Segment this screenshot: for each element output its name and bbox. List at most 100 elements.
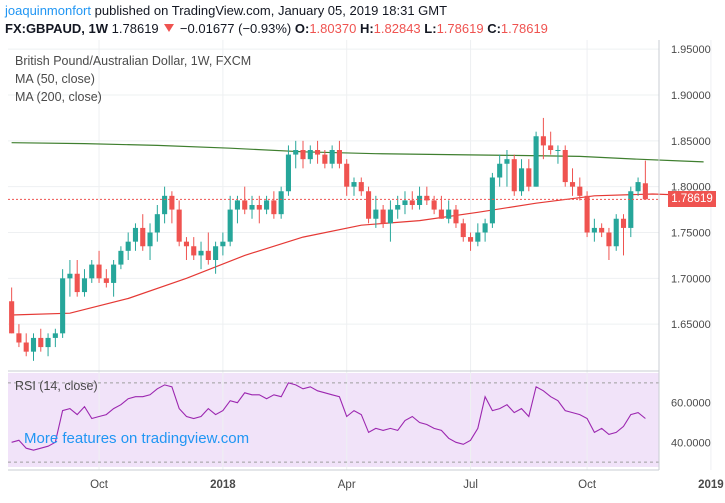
candle-body — [504, 159, 510, 164]
open-label: O: — [294, 21, 310, 36]
candle-body — [591, 227, 597, 233]
candle-body — [628, 191, 634, 228]
candle-body — [569, 182, 576, 187]
candle-body — [103, 278, 109, 283]
candle-body — [242, 200, 248, 210]
low-label: L: — [424, 21, 437, 36]
ma200-line — [11, 142, 704, 163]
candle-body — [446, 209, 452, 219]
candle-body — [562, 150, 568, 183]
candle-body — [60, 278, 66, 334]
candle-body — [322, 154, 328, 164]
candle-body — [23, 342, 29, 352]
candle-body — [176, 209, 182, 242]
candle-body — [213, 246, 219, 260]
candle-body — [140, 227, 146, 247]
ma200-legend[interactable]: MA (200, close) — [15, 90, 102, 104]
down-arrow-icon — [164, 24, 175, 32]
candle-body — [220, 241, 226, 247]
promo-link[interactable]: More features on tradingview.com — [24, 430, 250, 447]
candle-body — [467, 237, 474, 242]
candle-body — [366, 191, 372, 219]
candle-body — [526, 168, 532, 187]
candle-body — [635, 182, 641, 192]
candle-body — [424, 195, 430, 201]
candle-body — [336, 150, 342, 164]
candle-body — [52, 333, 58, 338]
close-label: C: — [487, 21, 501, 36]
candle-body — [293, 150, 299, 155]
candle-body — [132, 227, 139, 242]
time-tick-label: Apr — [338, 479, 356, 491]
candle-body — [285, 154, 291, 192]
rsi-layer — [11, 382, 646, 451]
candle-body — [147, 232, 153, 247]
price-tick-label: 1.85000 — [671, 136, 711, 148]
candle-body — [599, 227, 605, 233]
candle-body — [548, 145, 554, 150]
chart-title: British Pound/Australian Dollar, 1W, FXC… — [15, 54, 252, 68]
candle-body — [205, 250, 211, 260]
candle-body — [38, 337, 44, 348]
rsi-band — [8, 373, 659, 467]
symbol-label: FX:GBPAUD, 1W — [5, 21, 109, 36]
candle-body — [227, 209, 233, 242]
candle-body — [271, 200, 277, 215]
candle-body — [482, 223, 488, 233]
price-tick-label: 1.80000 — [671, 182, 711, 194]
candle-body — [358, 182, 364, 192]
candle-body — [438, 209, 444, 219]
time-tick-label: Oct — [90, 479, 109, 491]
candle-body — [278, 191, 284, 215]
high-value: 1.82843 — [373, 21, 421, 36]
candle-body — [402, 200, 408, 205]
candle-body — [417, 195, 423, 205]
candle-body — [89, 264, 95, 279]
time-tick-label: Jul — [463, 479, 478, 491]
candle-body — [584, 195, 590, 233]
candle-body — [191, 246, 197, 256]
last-price: 1.78619 — [111, 21, 159, 36]
candle-body — [533, 136, 539, 187]
candle-body — [30, 337, 37, 352]
candle-body — [489, 177, 495, 224]
candle-body — [329, 150, 335, 164]
candle-body — [620, 218, 627, 228]
candle-body — [380, 209, 386, 224]
author-link[interactable]: joaquinmonfort — [5, 3, 91, 18]
candle-body — [431, 200, 437, 210]
price-tick-label: 1.65000 — [671, 319, 711, 331]
candle-body — [96, 264, 102, 279]
candle-body — [9, 301, 15, 334]
price-tick-label: 1.95000 — [671, 44, 711, 56]
candle-body — [511, 159, 517, 192]
low-value: 1.78619 — [436, 21, 484, 36]
rsi-legend[interactable]: RSI (14, close) — [15, 379, 98, 393]
candle-body — [540, 136, 546, 146]
time-tick-label: 2019 — [698, 479, 724, 491]
candles-layer — [9, 117, 648, 361]
candle-body — [67, 273, 73, 279]
candle-body — [555, 150, 561, 151]
time-tick-label: 2018 — [210, 479, 236, 491]
last-price-tag: 1.78619 — [668, 191, 716, 208]
candle-body — [460, 223, 466, 238]
candle-body — [16, 333, 22, 343]
header-line-2: FX:GBPAUD, 1W 1.78619 −0.01677 (−0.93%) … — [5, 21, 548, 36]
candle-body — [162, 195, 168, 215]
ma50-line — [11, 193, 704, 316]
close-value: 1.78619 — [500, 21, 548, 36]
ma50-legend[interactable]: MA (50, close) — [15, 72, 95, 86]
candle-body — [300, 150, 306, 160]
candle-body — [518, 168, 525, 192]
ma200-layer — [11, 142, 704, 163]
candle-body — [234, 200, 240, 210]
candle-body — [475, 232, 481, 242]
candle-body — [45, 337, 51, 348]
candle-body — [249, 205, 255, 210]
candle-body — [613, 218, 619, 247]
candle-body — [373, 209, 379, 219]
candle-body — [409, 200, 415, 205]
candle-body — [256, 205, 262, 210]
